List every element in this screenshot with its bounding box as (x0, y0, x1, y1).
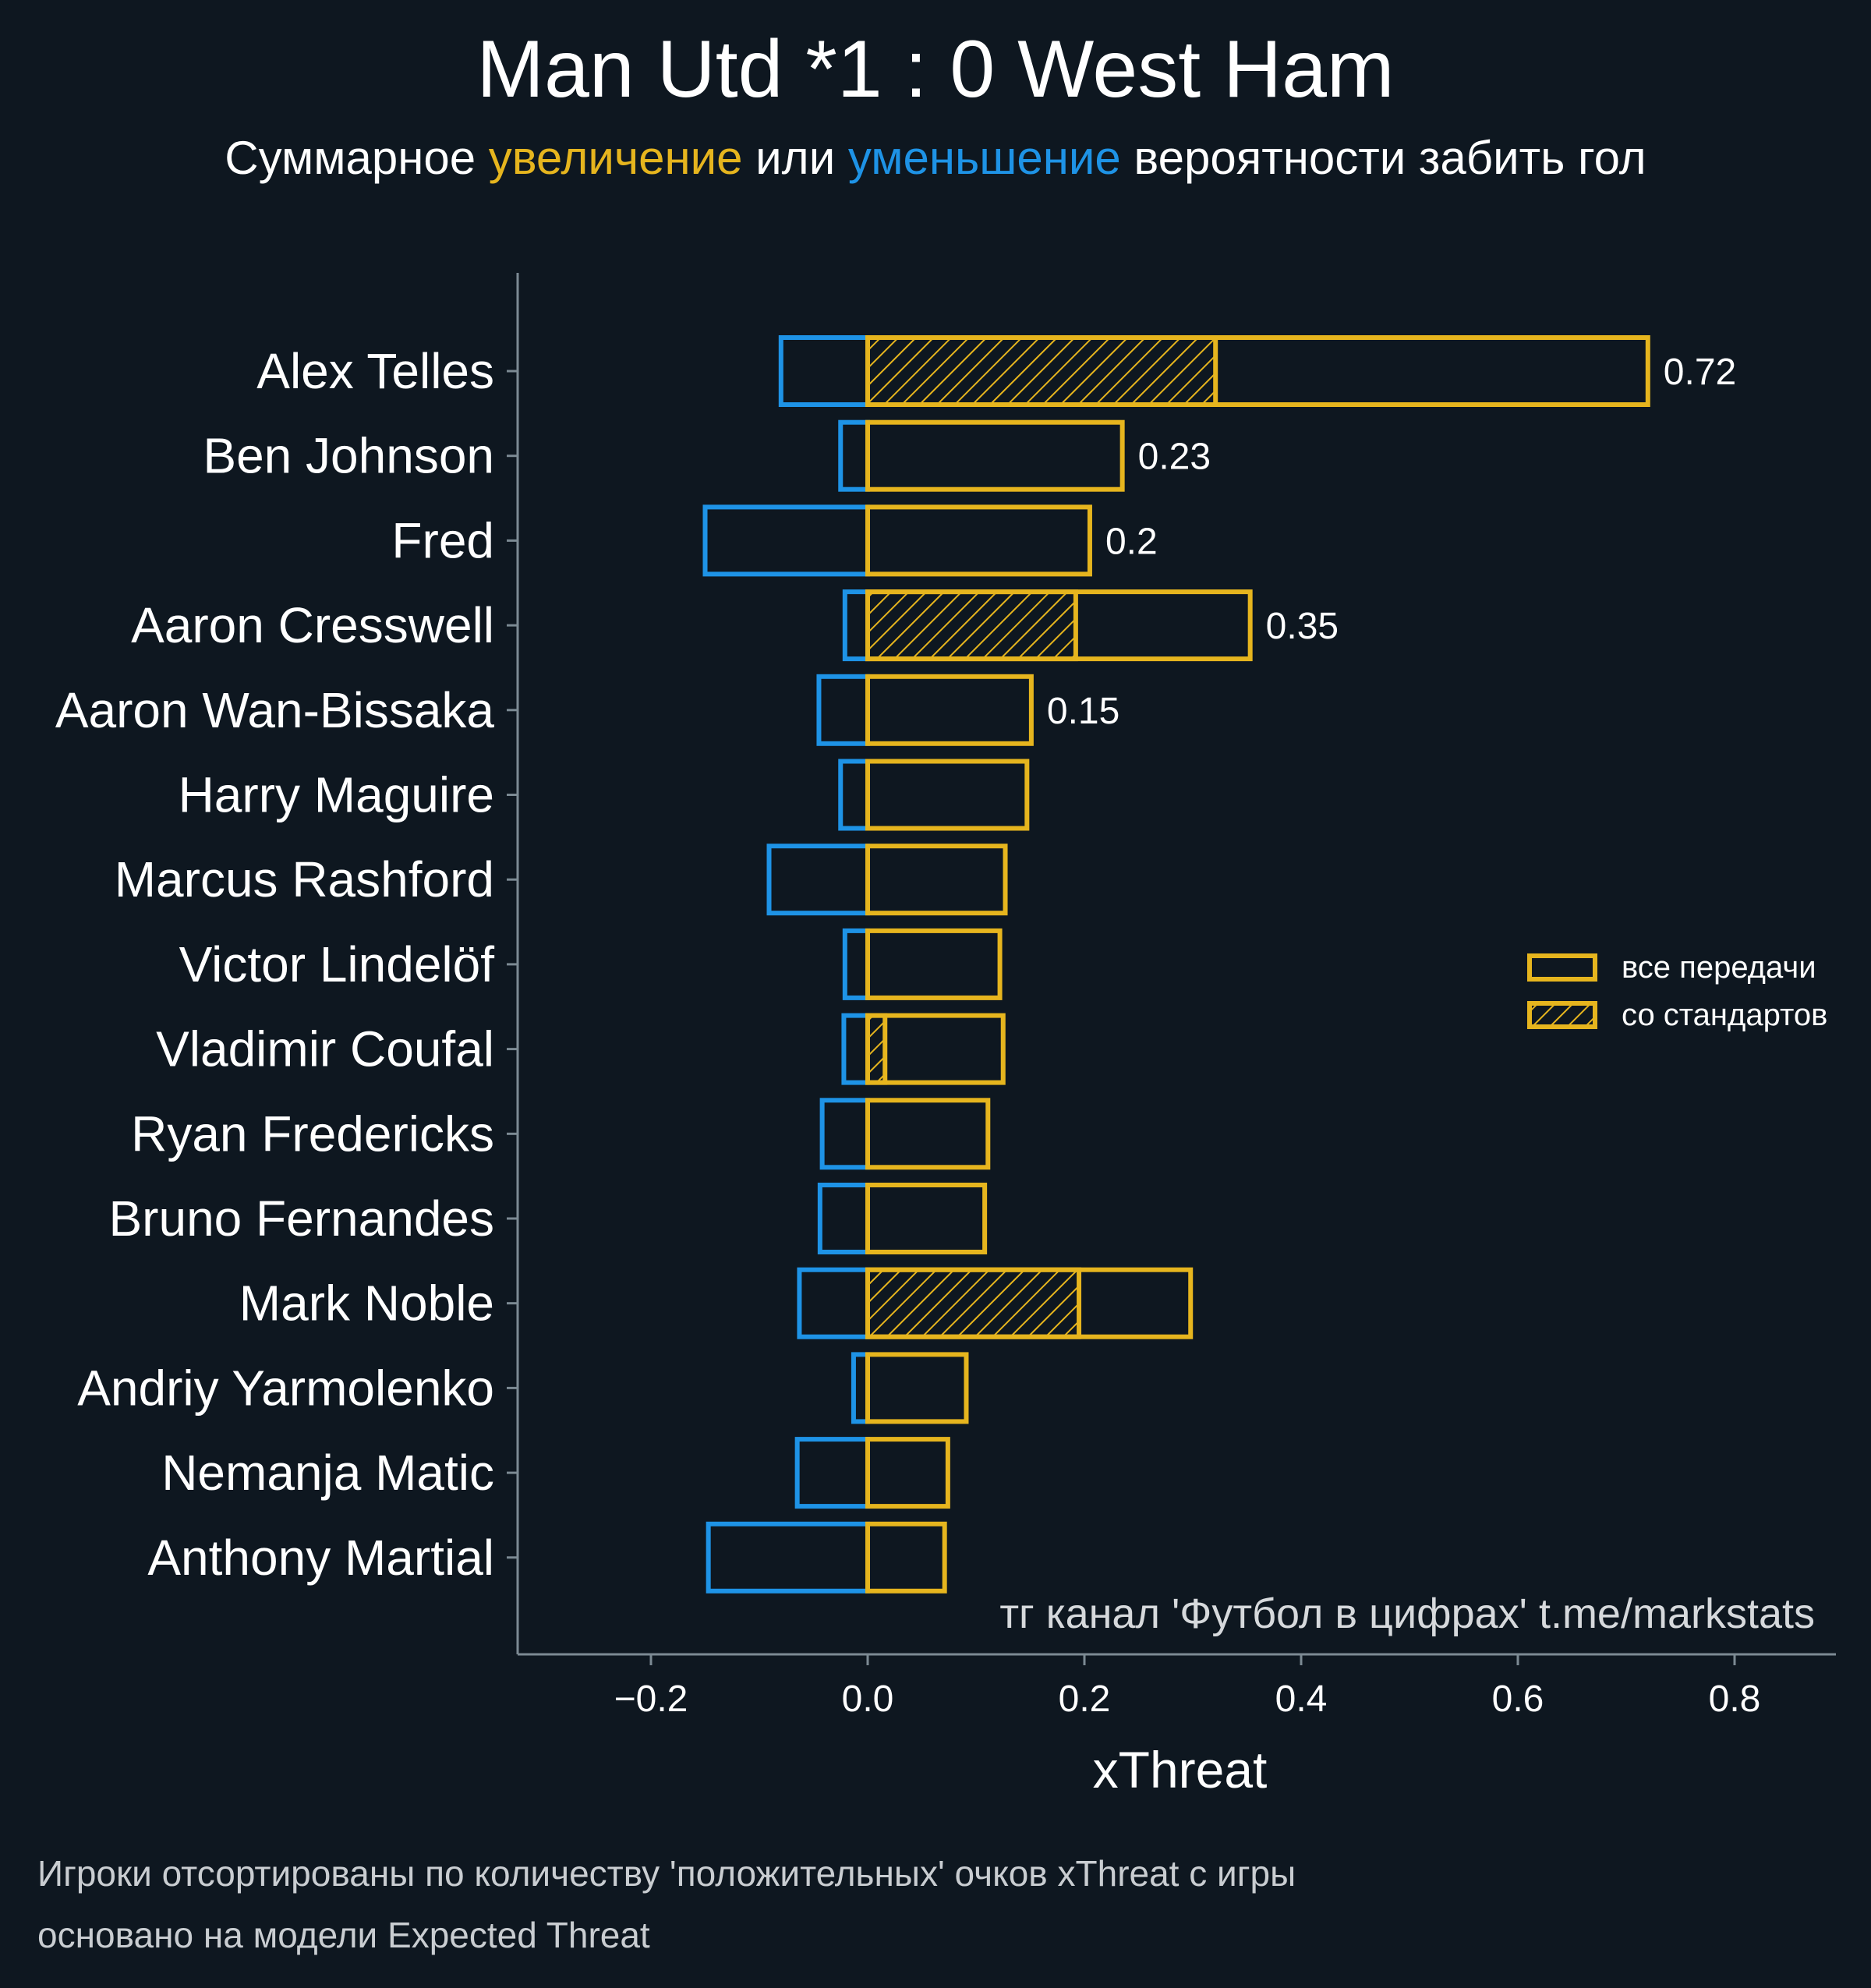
bars-layer: 0.72 0.23 0.2 0.35 0.15 (702, 335, 1736, 1594)
y-tick-label: Victor Lindelöf (179, 936, 495, 992)
chart-title: Man Utd *1 : 0 West Ham (476, 24, 1395, 115)
positive-bar (865, 504, 1092, 577)
legend: все передачи со стандартов (1527, 950, 1827, 1032)
positive-bar (865, 928, 1003, 1000)
y-tick-label: Vladimir Coufal (156, 1021, 494, 1077)
negative-bar (766, 844, 871, 916)
negative-bar (794, 1437, 871, 1509)
set-piece-bar (865, 589, 1078, 662)
negative-bar (778, 335, 870, 407)
negative-bar (819, 1098, 870, 1170)
positive-bar (865, 1013, 1006, 1085)
y-tick-label: Nemanja Matic (161, 1445, 494, 1501)
footnote-sort-order: Игроки отсортированы по количеству 'поло… (37, 1853, 1296, 1894)
y-tick-label: Ben Johnson (203, 428, 494, 484)
set-piece-bar (865, 1267, 1082, 1339)
subtitle-part-1: Суммарное (225, 132, 489, 184)
negative-bar (838, 419, 870, 492)
value-label: 0.15 (1047, 691, 1119, 732)
legend-swatch-all-passes (1527, 953, 1597, 982)
positive-bar (865, 759, 1030, 831)
x-axis-label: xThreat (1093, 1741, 1268, 1799)
positive-bar (865, 1352, 969, 1424)
negative-bar (817, 1183, 870, 1254)
subtitle-part-2: или (742, 132, 848, 184)
subtitle-part-3: вероятности забить гол (1120, 132, 1646, 184)
y-tick-label: Mark Noble (239, 1275, 494, 1332)
y-tick-label: Anthony Martial (147, 1530, 494, 1586)
x-tick-label: −0.2 (614, 1678, 688, 1720)
y-tick-label: Ryan Fredericks (131, 1105, 494, 1162)
positive-bar (865, 589, 1253, 662)
subtitle-increase: увеличение (488, 132, 743, 184)
negative-bar (838, 759, 870, 831)
positive-bar (865, 1183, 988, 1254)
negative-bar (816, 674, 870, 746)
x-tick-label: 0.6 (1492, 1678, 1544, 1720)
negative-bar (841, 1013, 871, 1085)
positive-bar (865, 844, 1008, 916)
positive-bar (865, 419, 1125, 492)
value-label: 0.72 (1664, 352, 1736, 393)
set-piece-bar (865, 335, 1218, 407)
subtitle-decrease: уменьшение (847, 132, 1121, 184)
y-tick-label: Harry Maguire (179, 767, 494, 823)
y-tick-label: Alex Telles (256, 343, 494, 399)
axes-layer: Alex Telles Ben Johnson Fred Aaron Cresswel… (55, 273, 1836, 1799)
positive-bar (865, 1437, 950, 1509)
legend-swatch-set-pieces (1527, 1001, 1597, 1029)
positive-bar (865, 674, 1034, 746)
legend-label: со стандартов (1622, 998, 1827, 1032)
y-tick-label: Marcus Rashford (115, 851, 494, 907)
chart-subtitle: Суммарное увеличение или уменьшение веро… (0, 131, 1871, 185)
negative-bar (706, 1521, 870, 1594)
negative-bar (842, 589, 871, 662)
x-tick-label: 0.0 (842, 1678, 894, 1720)
legend-label: все передачи (1622, 950, 1816, 985)
y-tick-label: Aaron Wan-Bissaka (55, 682, 495, 738)
value-label: 0.35 (1266, 606, 1339, 647)
x-tick-label: 0.2 (1059, 1678, 1111, 1720)
x-tick-label: 0.4 (1275, 1678, 1328, 1720)
x-tick-label: 0.8 (1709, 1678, 1761, 1720)
value-label: 0.2 (1105, 521, 1158, 562)
negative-bar (842, 928, 871, 1000)
watermark: тг канал 'Футбол в цифрах' t.me/markstat… (999, 1590, 1815, 1637)
footnote-model: основано на модели Expected Threat (37, 1915, 650, 1955)
positive-bar (865, 1267, 1194, 1339)
positive-bar (865, 335, 1650, 407)
value-label: 0.23 (1138, 437, 1211, 478)
set-piece-bar (865, 1013, 888, 1085)
y-tick-label: Bruno Fernandes (108, 1190, 494, 1247)
y-tick-label: Fred (391, 512, 494, 568)
negative-bar (797, 1267, 871, 1339)
negative-bar (702, 504, 870, 577)
positive-bar (865, 1098, 991, 1170)
positive-bar (865, 1521, 947, 1594)
y-tick-label: Andriy Yarmolenko (77, 1360, 494, 1416)
y-tick-label: Aaron Cresswell (131, 597, 494, 653)
